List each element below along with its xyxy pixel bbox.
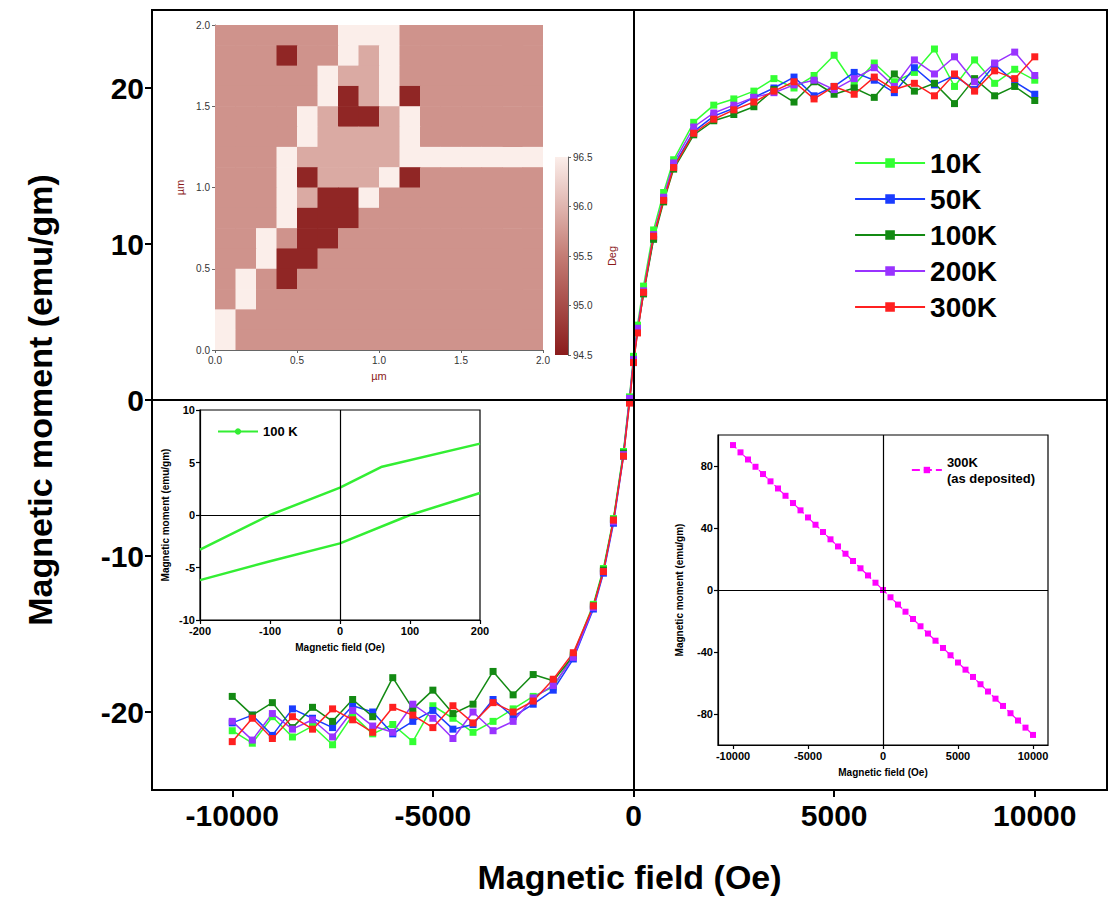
svg-text:-100: -100 — [259, 625, 281, 637]
svg-text:5000: 5000 — [946, 750, 970, 762]
svg-text:95.0: 95.0 — [573, 300, 593, 311]
svg-text:1.5: 1.5 — [454, 355, 468, 366]
svg-text:5000: 5000 — [801, 799, 868, 832]
svg-text:40: 40 — [701, 522, 713, 534]
svg-text:10: 10 — [111, 228, 144, 261]
svg-text:-5: -5 — [185, 562, 195, 574]
svg-text:-80: -80 — [697, 708, 713, 720]
svg-text:10000: 10000 — [993, 799, 1076, 832]
svg-text:300K: 300K — [930, 292, 997, 323]
svg-text:2.0: 2.0 — [196, 20, 210, 31]
svg-text:0: 0 — [337, 625, 343, 637]
svg-text:-10000: -10000 — [716, 750, 750, 762]
svg-text:300K: 300K — [947, 455, 979, 470]
svg-text:96.0: 96.0 — [573, 201, 593, 212]
svg-text:20: 20 — [111, 72, 144, 105]
svg-text:1.0: 1.0 — [196, 182, 210, 193]
svg-text:0: 0 — [189, 509, 195, 521]
svg-text:0.5: 0.5 — [196, 263, 210, 274]
svg-text:Magnetic moment (emu/gm): Magnetic moment (emu/gm) — [674, 524, 685, 657]
svg-text:0.5: 0.5 — [290, 355, 304, 366]
svg-text:100K: 100K — [930, 220, 997, 251]
svg-text:1.0: 1.0 — [372, 355, 386, 366]
svg-text:-10000: -10000 — [186, 799, 279, 832]
svg-text:Magnetic field (Oe): Magnetic field (Oe) — [295, 642, 384, 653]
svg-text:-5000: -5000 — [395, 799, 472, 832]
svg-text:0: 0 — [625, 799, 642, 832]
svg-text:2.0: 2.0 — [536, 355, 550, 366]
svg-text:-20: -20 — [101, 696, 144, 729]
svg-text:Magnetic moment (emu/gm): Magnetic moment (emu/gm) — [21, 174, 59, 625]
svg-text:-200: -200 — [189, 625, 211, 637]
svg-text:0: 0 — [707, 584, 713, 596]
svg-text:-40: -40 — [697, 646, 713, 658]
svg-text:100 K: 100 K — [263, 424, 298, 439]
svg-text:10: 10 — [183, 404, 195, 416]
svg-text:94.5: 94.5 — [573, 350, 593, 361]
svg-text:96.5: 96.5 — [573, 152, 593, 163]
svg-text:200K: 200K — [930, 256, 997, 287]
svg-text:1.5: 1.5 — [196, 101, 210, 112]
svg-text:0: 0 — [880, 750, 886, 762]
svg-text:5: 5 — [189, 457, 195, 469]
svg-text:-5000: -5000 — [794, 750, 822, 762]
svg-text:0.0: 0.0 — [208, 355, 222, 366]
svg-text:200: 200 — [471, 625, 489, 637]
svg-text:95.5: 95.5 — [573, 251, 593, 262]
svg-text:0: 0 — [127, 384, 144, 417]
svg-text:(as deposited): (as deposited) — [947, 471, 1035, 486]
svg-text:µm: µm — [371, 370, 387, 382]
svg-text:Deg: Deg — [606, 246, 618, 266]
svg-text:Magnetic field (Oe): Magnetic field (Oe) — [477, 858, 781, 896]
svg-text:Magnetic field (Oe): Magnetic field (Oe) — [838, 767, 927, 778]
svg-text:-10: -10 — [101, 540, 144, 573]
svg-text:Magnetic moment (emu/gm): Magnetic moment (emu/gm) — [160, 449, 171, 582]
svg-text:80: 80 — [701, 460, 713, 472]
svg-text:10K: 10K — [930, 148, 981, 179]
svg-text:10000: 10000 — [1018, 750, 1049, 762]
svg-text:-10: -10 — [179, 614, 195, 626]
svg-text:0.0: 0.0 — [196, 344, 210, 356]
svg-text:µm: µm — [174, 180, 186, 196]
svg-text:100: 100 — [401, 625, 419, 637]
svg-text:50K: 50K — [930, 184, 981, 215]
